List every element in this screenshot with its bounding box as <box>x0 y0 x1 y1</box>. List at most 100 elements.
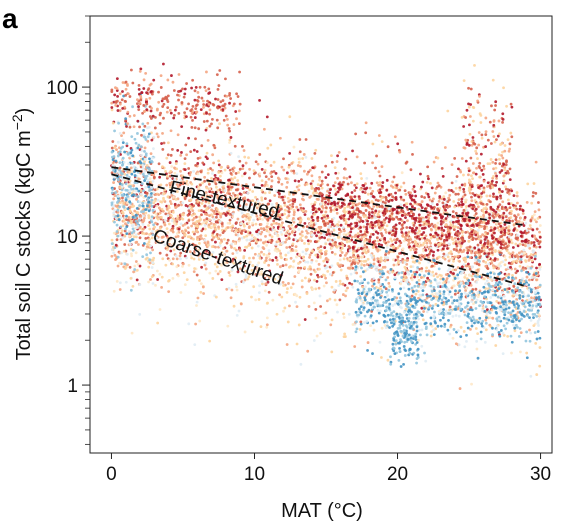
data-point <box>149 152 153 156</box>
data-point <box>337 220 341 224</box>
data-point <box>464 200 467 204</box>
data-point <box>211 153 215 157</box>
data-point <box>486 185 489 188</box>
data-point <box>489 296 493 299</box>
data-point <box>140 153 143 157</box>
data-point <box>272 160 276 164</box>
data-point <box>112 181 115 184</box>
data-point <box>314 253 318 257</box>
data-point <box>264 175 268 179</box>
data-point <box>328 239 332 243</box>
data-point <box>213 174 217 177</box>
data-point <box>248 188 252 192</box>
data-point <box>139 192 143 196</box>
data-point <box>310 261 314 264</box>
data-point <box>389 184 393 188</box>
data-point <box>267 249 271 252</box>
data-point <box>418 229 421 233</box>
data-point <box>465 142 469 145</box>
data-point <box>508 219 511 223</box>
data-point <box>319 255 322 259</box>
data-point <box>151 180 155 183</box>
data-point <box>233 144 237 148</box>
data-point <box>303 183 307 187</box>
data-point <box>175 245 179 249</box>
data-point <box>304 260 307 264</box>
data-point <box>501 112 505 116</box>
data-point <box>288 232 291 236</box>
data-point <box>266 184 269 188</box>
data-point <box>453 236 457 240</box>
data-point <box>268 269 272 273</box>
data-point <box>256 244 260 248</box>
data-point <box>451 268 455 272</box>
data-point <box>319 231 323 235</box>
data-point <box>122 201 126 205</box>
data-point <box>426 165 430 169</box>
data-point <box>217 171 221 174</box>
data-point <box>123 150 127 154</box>
data-point <box>258 98 261 102</box>
data-point <box>184 143 188 147</box>
data-point <box>477 253 481 257</box>
data-point <box>417 226 421 230</box>
data-point <box>166 106 170 109</box>
data-point <box>291 249 295 252</box>
data-point <box>332 184 335 188</box>
data-point <box>534 191 538 195</box>
data-point <box>179 257 182 261</box>
data-point <box>259 325 263 329</box>
data-point <box>175 257 179 261</box>
data-point <box>538 245 542 249</box>
data-point <box>145 97 148 101</box>
data-point <box>491 316 495 320</box>
data-point <box>464 289 467 292</box>
data-point <box>473 63 476 67</box>
data-point <box>464 273 467 277</box>
data-point <box>222 118 226 122</box>
data-point <box>307 305 311 308</box>
data-point <box>186 226 190 230</box>
data-point <box>184 204 188 207</box>
data-point <box>295 305 299 309</box>
data-point <box>252 218 256 222</box>
data-point <box>283 208 287 212</box>
data-point <box>486 162 490 166</box>
data-point <box>208 124 212 128</box>
data-point <box>494 249 497 252</box>
data-point <box>124 198 128 202</box>
data-point <box>120 193 124 197</box>
data-point <box>377 280 381 284</box>
data-point <box>152 147 155 151</box>
data-point <box>220 278 224 282</box>
data-point <box>473 199 477 202</box>
data-point <box>145 102 149 106</box>
data-point <box>512 223 516 227</box>
data-point <box>298 219 302 223</box>
data-point <box>304 247 308 251</box>
data-point <box>217 163 221 167</box>
data-point <box>491 130 495 133</box>
data-point <box>496 213 500 217</box>
data-point <box>513 329 517 333</box>
data-point <box>226 118 229 121</box>
data-point <box>110 254 114 258</box>
data-point <box>435 203 439 206</box>
data-point <box>473 230 477 233</box>
data-point <box>215 215 218 219</box>
data-point <box>426 174 430 178</box>
data-point <box>476 157 479 160</box>
data-point <box>339 230 343 233</box>
data-point <box>399 241 403 245</box>
data-point <box>231 239 235 243</box>
data-point <box>158 175 162 179</box>
data-point <box>282 284 285 287</box>
data-point <box>204 267 208 271</box>
data-point <box>371 256 374 259</box>
data-point <box>128 170 132 174</box>
data-point <box>116 178 120 182</box>
data-point <box>219 190 223 194</box>
data-point <box>362 235 366 239</box>
data-point <box>524 221 528 225</box>
data-point <box>507 216 511 220</box>
